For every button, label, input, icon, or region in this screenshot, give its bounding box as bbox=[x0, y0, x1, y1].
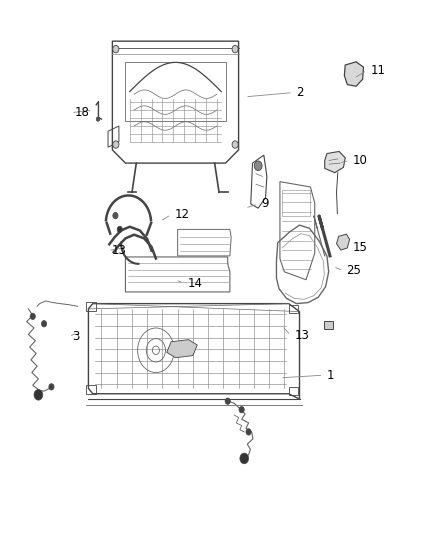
Circle shape bbox=[240, 453, 249, 464]
Circle shape bbox=[232, 141, 238, 148]
Text: 25: 25 bbox=[346, 264, 361, 277]
Bar bbox=[289, 305, 298, 313]
Polygon shape bbox=[324, 320, 333, 329]
Text: 14: 14 bbox=[187, 277, 203, 290]
Circle shape bbox=[49, 384, 54, 390]
Text: 12: 12 bbox=[175, 208, 190, 221]
Circle shape bbox=[246, 429, 251, 435]
Polygon shape bbox=[325, 151, 345, 173]
Circle shape bbox=[225, 398, 230, 405]
Polygon shape bbox=[344, 62, 364, 86]
Text: 9: 9 bbox=[261, 197, 269, 211]
Text: 3: 3 bbox=[72, 330, 80, 343]
Circle shape bbox=[254, 161, 262, 171]
Text: 10: 10 bbox=[353, 154, 368, 167]
Bar bbox=[86, 385, 96, 394]
Circle shape bbox=[42, 320, 47, 327]
Circle shape bbox=[96, 117, 100, 121]
Text: 13: 13 bbox=[294, 329, 309, 342]
Circle shape bbox=[113, 141, 119, 148]
Text: 13: 13 bbox=[112, 244, 127, 257]
Polygon shape bbox=[167, 340, 197, 358]
Bar bbox=[289, 387, 298, 395]
Circle shape bbox=[30, 313, 35, 319]
Text: 11: 11 bbox=[371, 64, 385, 77]
Bar bbox=[86, 302, 96, 311]
Polygon shape bbox=[336, 234, 350, 250]
Circle shape bbox=[232, 45, 238, 53]
Text: 15: 15 bbox=[353, 241, 368, 254]
Text: 2: 2 bbox=[297, 86, 304, 99]
Text: 1: 1 bbox=[327, 369, 335, 382]
Circle shape bbox=[113, 213, 118, 219]
Circle shape bbox=[113, 45, 119, 53]
Circle shape bbox=[34, 390, 43, 400]
Text: 18: 18 bbox=[74, 106, 89, 119]
Circle shape bbox=[239, 407, 244, 413]
Circle shape bbox=[117, 226, 122, 232]
